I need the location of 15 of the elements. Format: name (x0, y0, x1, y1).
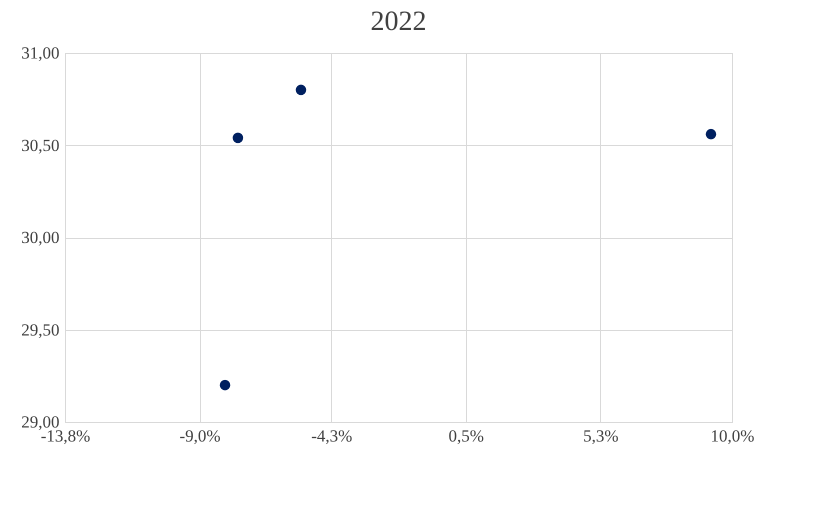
x-tick-label: 5,3% (583, 426, 618, 446)
y-tick-label: 30,00 (21, 228, 60, 247)
point (220, 380, 230, 390)
y-tick-label: 30,50 (21, 136, 60, 155)
x-tick-label: -9,0% (179, 426, 221, 446)
x-tick-label: 10,0% (710, 426, 754, 446)
point (296, 84, 306, 96)
chart-title: 2022 (370, 6, 426, 37)
x-tick-label: -4,3% (311, 426, 352, 446)
x-tick-label: 0,5% (448, 426, 484, 446)
y-tick-label: 29,00 (21, 412, 60, 432)
y-tick-label: 31,00 (21, 44, 60, 62)
point (706, 128, 716, 140)
y-tick-label: 29,50 (21, 320, 60, 340)
point (232, 132, 244, 144)
